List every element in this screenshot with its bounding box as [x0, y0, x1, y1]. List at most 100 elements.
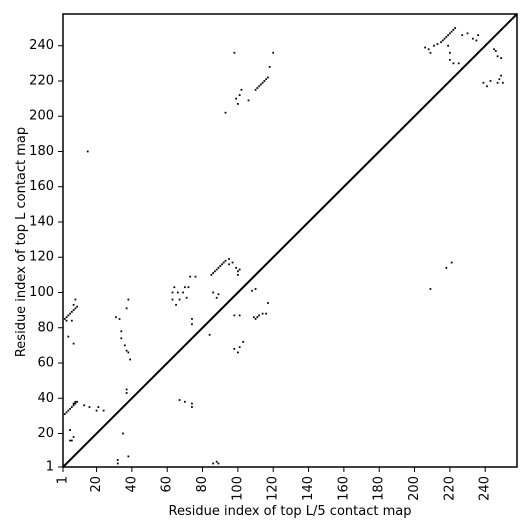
contact-point [498, 78, 501, 81]
contact-point [210, 273, 213, 276]
contact-point [471, 37, 474, 40]
contact-point [63, 413, 66, 416]
contact-point [457, 62, 460, 65]
contact-point [212, 462, 215, 465]
contact-point [448, 51, 451, 54]
contact-point [74, 298, 77, 301]
contact-point [67, 335, 70, 338]
contact-point [445, 266, 448, 269]
x-axis-ticks: 1 20 40 60 80 100 120 140 160 180 200 220 240 [56, 467, 493, 501]
y-axis-label: Residue index of top L contact map [14, 127, 29, 357]
contact-point [122, 432, 124, 435]
contact-point [69, 407, 71, 410]
contact-point [69, 439, 71, 442]
contact-point [72, 402, 75, 405]
contact-point [448, 32, 451, 35]
contact-point [452, 62, 455, 65]
contact-point [70, 406, 73, 408]
contact-point [448, 58, 451, 61]
contact-point [258, 314, 260, 317]
contact-point [272, 51, 275, 54]
contact-point [429, 288, 432, 290]
contact-point [116, 459, 119, 461]
x-tick-label: 20 [89, 476, 104, 493]
contact-point [496, 55, 499, 58]
contact-point [233, 51, 236, 54]
contact-point [233, 348, 236, 350]
contact-point [251, 289, 253, 292]
contact-point [125, 388, 128, 391]
y-tick-label: 160 [29, 179, 54, 194]
contact-point [267, 302, 269, 304]
y-tick-label: 60 [37, 356, 54, 371]
contact-point [221, 263, 223, 266]
contact-point [72, 303, 75, 306]
contact-point [222, 261, 225, 264]
contact-point [235, 266, 238, 269]
contact-point [493, 48, 495, 51]
contact-point [256, 316, 259, 319]
contact-point [67, 409, 70, 412]
x-tick-label: 60 [160, 476, 175, 493]
y-tick-label: 240 [29, 38, 54, 53]
x-tick-label: 80 [195, 476, 210, 493]
contact-point [429, 51, 432, 54]
x-tick-label: 180 [372, 476, 387, 501]
contact-point [118, 318, 121, 320]
contact-point [454, 27, 457, 29]
contact-point [237, 103, 239, 105]
contact-point [191, 323, 193, 326]
contact-point [76, 400, 79, 403]
contact-point [208, 333, 211, 336]
contact-point [443, 37, 446, 40]
y-tick-label: 120 [29, 250, 54, 265]
contact-point [72, 436, 75, 438]
contact-point [261, 312, 264, 315]
contact-point [69, 312, 71, 315]
contact-point [440, 41, 442, 44]
contact-point [182, 291, 185, 294]
contact-point [237, 351, 239, 354]
contact-point [228, 258, 230, 260]
contact-point [88, 406, 91, 408]
contact-point [254, 318, 257, 320]
contact-point [83, 404, 86, 407]
contact-point [265, 78, 268, 81]
contact-point [215, 296, 218, 299]
contact-point [242, 340, 245, 343]
contact-point [72, 309, 75, 312]
contact-point [74, 402, 77, 405]
contact-point [129, 358, 132, 361]
contact-point [494, 50, 497, 52]
contact-point [489, 80, 492, 82]
contact-point [237, 273, 239, 276]
contact-point [261, 81, 264, 84]
contact-point [214, 270, 216, 273]
contact-point [115, 316, 117, 319]
contact-point [238, 314, 241, 317]
plot-frame [62, 13, 518, 468]
contact-point [191, 402, 193, 405]
y-tick-label: 100 [29, 285, 54, 300]
contact-point [67, 314, 70, 317]
contact-point [95, 409, 98, 412]
contact-point [482, 81, 485, 84]
x-tick-label: 1 [56, 476, 71, 484]
contact-point [445, 36, 448, 38]
contact-point [238, 346, 241, 349]
contact-point [254, 88, 257, 91]
x-tick-label: 200 [407, 476, 422, 501]
x-tick-label: 120 [266, 476, 281, 501]
contact-point [184, 400, 186, 403]
contact-point [500, 74, 502, 77]
contact-point [187, 286, 190, 289]
x-tick-label: 160 [336, 476, 351, 501]
x-tick-label: 220 [442, 476, 457, 501]
contact-point [477, 34, 480, 37]
contact-point [267, 76, 269, 79]
contact-point [175, 303, 177, 306]
contact-point [424, 46, 427, 49]
contact-point [69, 429, 71, 431]
contact-point [224, 111, 227, 114]
